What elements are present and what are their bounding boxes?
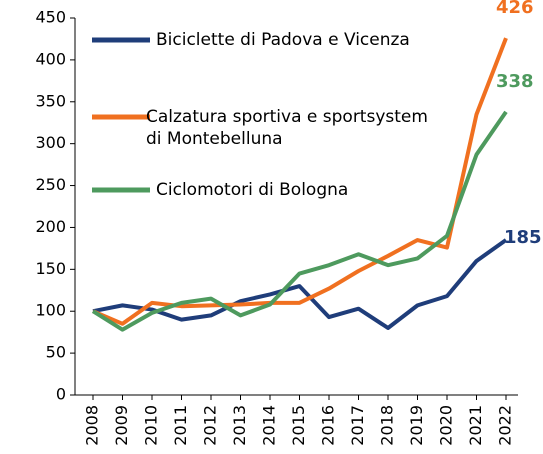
- legend-label: Calzatura sportiva e sportsystem di Mont…: [146, 107, 428, 149]
- y-tick-label: 250: [35, 175, 66, 194]
- x-tick-label: 2011: [171, 405, 190, 446]
- x-tick-label: 2009: [112, 405, 131, 446]
- y-tick-label: 300: [35, 133, 66, 152]
- y-tick-label: 350: [35, 91, 66, 110]
- x-tick-label: 2014: [260, 405, 279, 446]
- y-tick-label: 200: [35, 217, 66, 236]
- y-tick-label: 100: [35, 301, 66, 320]
- legend-label: Biciclette di Padova e Vicenza: [156, 30, 410, 50]
- y-tick-label: 50: [46, 343, 66, 362]
- x-tick-label: 2016: [319, 405, 338, 446]
- x-tick-label: 2008: [83, 405, 102, 446]
- end-label: 426: [496, 0, 534, 18]
- x-tick-label: 2019: [407, 405, 426, 446]
- x-tick-label: 2018: [378, 405, 397, 446]
- legend-label: Ciclomotori di Bologna: [156, 180, 349, 200]
- x-tick-label: 2020: [437, 405, 456, 446]
- x-tick-label: 2017: [348, 405, 367, 446]
- y-tick-label: 400: [35, 49, 66, 68]
- y-tick-label: 150: [35, 259, 66, 278]
- end-label: 338: [496, 71, 534, 92]
- x-tick-label: 2021: [466, 405, 485, 446]
- y-tick-label: 0: [56, 385, 66, 404]
- x-tick-label: 2010: [142, 405, 161, 446]
- x-tick-label: 2022: [496, 405, 515, 446]
- x-tick-label: 2015: [289, 405, 308, 446]
- x-tick-label: 2012: [201, 405, 220, 446]
- line: [92, 238, 508, 330]
- x-tick-label: 2013: [230, 405, 249, 446]
- end-label: 185: [504, 227, 542, 248]
- line: [91, 110, 508, 332]
- y-tick-label: 450: [35, 8, 66, 27]
